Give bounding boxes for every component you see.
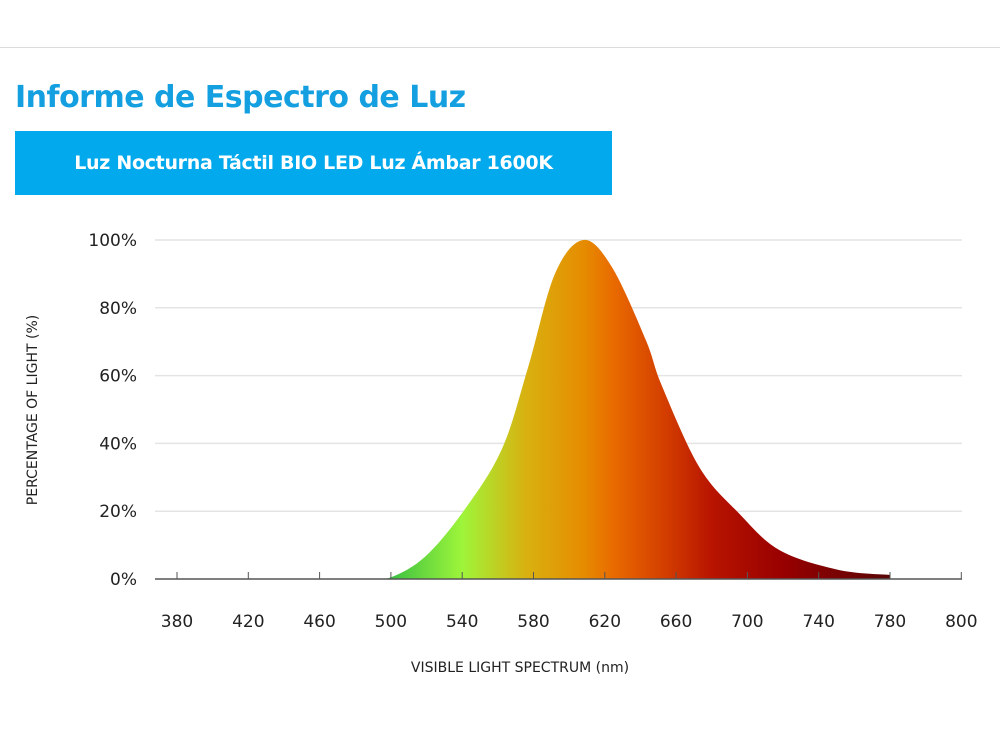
- y-tick-label: 0%: [110, 570, 137, 590]
- page-title: Informe de Espectro de Luz: [15, 80, 466, 115]
- x-tick-label: 660: [660, 612, 692, 632]
- x-tick-label: 780: [874, 612, 906, 632]
- x-tick-label: 500: [375, 612, 407, 632]
- x-tick-label: 700: [731, 612, 763, 632]
- x-tick-label: 740: [802, 612, 834, 632]
- top-divider: [0, 47, 1000, 48]
- spectrum-area: [367, 239, 890, 580]
- x-tick-label: 620: [589, 612, 621, 632]
- x-tick-label: 540: [446, 612, 478, 632]
- y-tick-label: 60%: [99, 367, 137, 387]
- y-tick-label: 20%: [99, 502, 137, 522]
- x-tick-label: 460: [303, 612, 335, 632]
- x-tick-label: 800: [945, 612, 977, 632]
- product-banner: Luz Nocturna Táctil BIO LED Luz Ámbar 16…: [15, 131, 612, 195]
- x-tick-label: 380: [161, 612, 193, 632]
- x-tick-label: 580: [517, 612, 549, 632]
- y-axis-label: PERCENTAGE OF LIGHT (%): [25, 315, 41, 505]
- y-tick-label: 40%: [99, 434, 137, 454]
- y-tick-label: 100%: [88, 231, 137, 251]
- x-axis-label: VISIBLE LIGHT SPECTRUM (nm): [411, 660, 629, 676]
- y-tick-label: 80%: [99, 299, 137, 319]
- x-tick-label: 420: [232, 612, 264, 632]
